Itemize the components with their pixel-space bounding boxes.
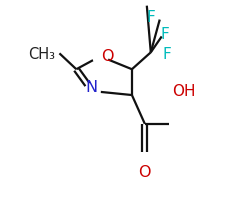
Text: O: O — [138, 165, 151, 180]
Text: F: F — [161, 27, 169, 42]
Text: N: N — [85, 80, 97, 95]
Text: OH: OH — [172, 84, 195, 99]
Text: O: O — [101, 49, 113, 64]
Text: CH₃: CH₃ — [29, 47, 55, 62]
Text: F: F — [163, 47, 171, 62]
Text: F: F — [147, 10, 156, 25]
